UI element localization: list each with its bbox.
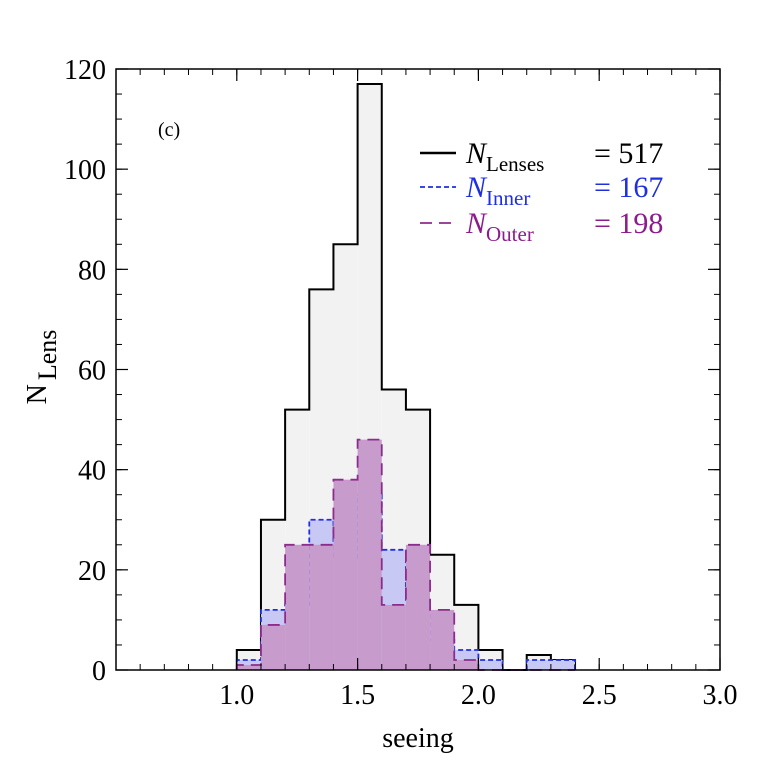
bar-inner (526, 659, 551, 670)
bar-inner (478, 659, 503, 670)
legend-item-outer: NOuter = 198 (420, 207, 663, 246)
legend-label: NLenses (465, 137, 544, 176)
y-axis-label-main: N (22, 384, 53, 404)
bar-outer (405, 544, 431, 670)
legend-label-sub: Outer (486, 222, 534, 246)
x-tick-label: 1.0 (219, 680, 254, 711)
x-tick-label: 2.5 (582, 680, 617, 711)
bar-inner (550, 659, 576, 670)
panel-label: (c) (158, 119, 180, 141)
legend-item-inner: NInner = 167 (420, 171, 663, 210)
y-tick-label: 60 (78, 356, 106, 387)
legend-label-sub: Lenses (486, 152, 544, 176)
x-tick-label: 3.0 (703, 680, 738, 711)
y-axis-label: N Lens (22, 330, 62, 405)
plot-frame (115, 68, 721, 671)
series-outer (235, 438, 576, 671)
y-tick-label: 100 (64, 155, 106, 186)
axis-ticks: 1.0 1.5 2.0 2.5 3.0 0 20 40 60 80 100 120 (64, 55, 738, 711)
y-tick-label: 120 (64, 55, 106, 86)
y-axis-label-sub: Lens (33, 330, 62, 381)
legend-label-sub: Inner (486, 186, 530, 210)
legend-label-main: N (465, 207, 488, 240)
bar-outer (381, 604, 406, 670)
bar-outer (236, 664, 261, 670)
x-tick-label: 1.5 (340, 680, 375, 711)
bar-outer (454, 659, 479, 670)
legend-label-main: N (465, 171, 488, 204)
bar-outer (309, 544, 334, 670)
legend-count: = 167 (594, 171, 663, 204)
legend-count: = 517 (594, 137, 663, 170)
y-tick-label: 0 (92, 656, 106, 687)
legend-label-main: N (465, 137, 488, 170)
x-axis-label: seeing (382, 723, 454, 754)
bar-outer (430, 609, 455, 670)
legend-label: NOuter (465, 207, 534, 246)
x-tick-label: 2.0 (461, 680, 496, 711)
legend-count: = 198 (594, 207, 663, 240)
y-tick-label: 40 (78, 456, 106, 487)
bar-outer (260, 624, 286, 670)
legend-item-lenses: NLenses = 517 (420, 137, 663, 176)
y-tick-label: 20 (78, 556, 106, 587)
bar-outer (285, 544, 310, 670)
histogram-bars (235, 83, 577, 671)
bar-outer (357, 439, 382, 670)
y-tick-label: 80 (78, 255, 106, 286)
bar-outer (333, 479, 358, 670)
legend-label: NInner (465, 171, 530, 210)
